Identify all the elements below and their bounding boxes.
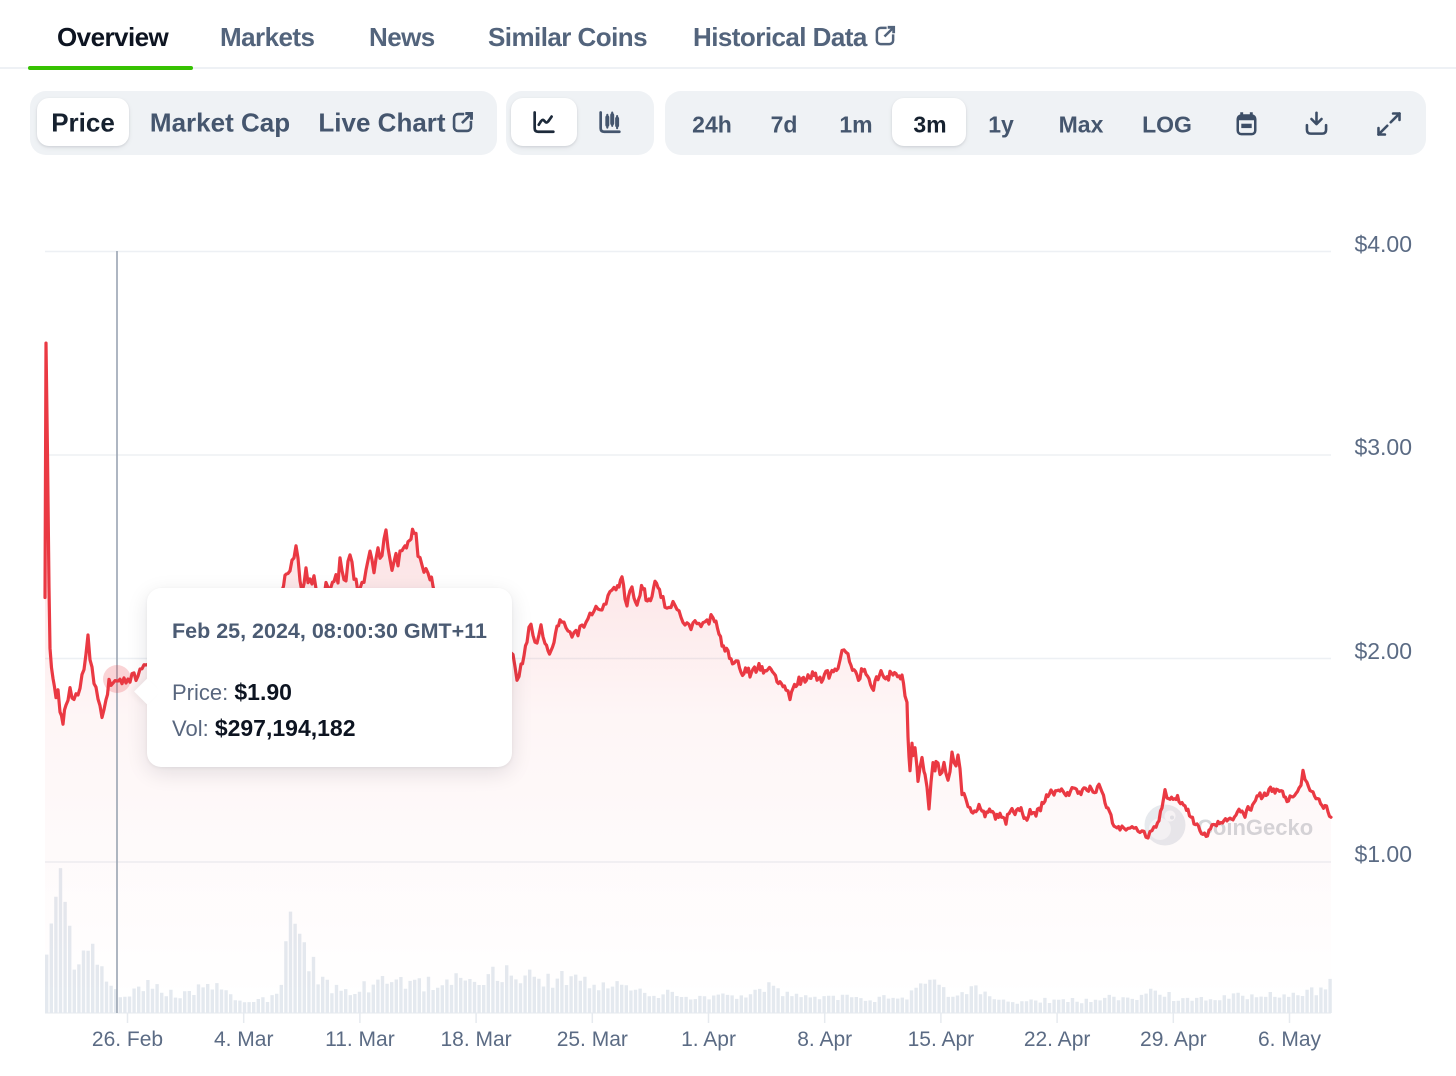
svg-text:11. Mar: 11. Mar — [325, 1028, 395, 1051]
svg-text:29. Apr: 29. Apr — [1140, 1028, 1207, 1051]
svg-text:15. Apr: 15. Apr — [908, 1028, 975, 1051]
svg-text:1. Apr: 1. Apr — [681, 1028, 736, 1051]
svg-text:4. Mar: 4. Mar — [214, 1028, 274, 1051]
svg-text:$2.00: $2.00 — [1354, 638, 1412, 664]
svg-text:8. Apr: 8. Apr — [797, 1028, 852, 1051]
svg-text:$4.00: $4.00 — [1354, 231, 1412, 257]
svg-text:25. Mar: 25. Mar — [557, 1028, 628, 1051]
svg-text:18. Mar: 18. Mar — [440, 1028, 511, 1051]
svg-text:6. May: 6. May — [1258, 1028, 1322, 1051]
svg-text:$3.00: $3.00 — [1354, 434, 1412, 460]
svg-text:$1.00: $1.00 — [1354, 841, 1412, 867]
svg-text:26. Feb: 26. Feb — [92, 1028, 163, 1051]
svg-text:22. Apr: 22. Apr — [1024, 1028, 1091, 1051]
